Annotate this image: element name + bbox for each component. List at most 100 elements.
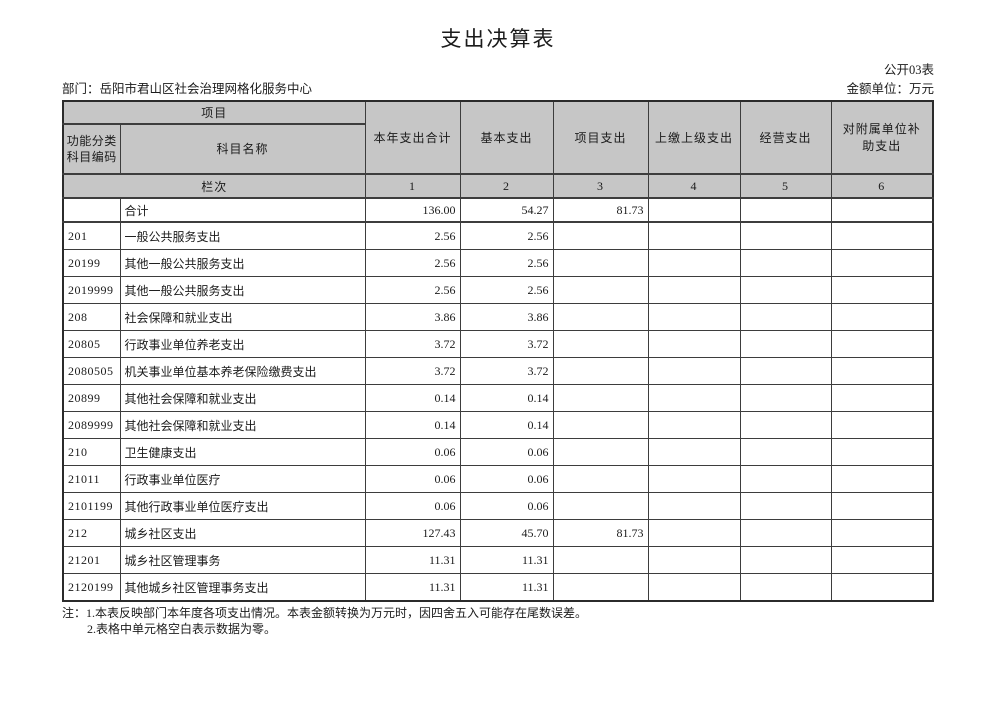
cell-amount: 2.56 [459, 221, 554, 250]
cell-amount [647, 546, 741, 574]
note-line: 2.表格中单元格空白表示数据为零。 [87, 621, 277, 636]
table-code: 公开03表 [883, 63, 934, 77]
cell-amount: 0.06 [459, 492, 554, 520]
cell-amount [830, 249, 934, 277]
cell-amount: 3.86 [459, 303, 554, 331]
cell-subject-name: 行政事业单位养老支出 [119, 330, 366, 358]
cell-amount [647, 197, 741, 223]
table-row: 2080505 机关事业单位基本养老保险缴费支出 3.72 3.72 [62, 357, 934, 385]
cell-amount: 3.72 [459, 357, 554, 385]
table-row: 201 一般公共服务支出 2.56 2.56 [62, 221, 934, 250]
document-page: 支出决算表 公开03表 部门：岳阳市君山区社会治理网格化服务中心 金额单位：万元… [62, 27, 935, 637]
table-row: 2101199 其他行政事业单位医疗支出 0.06 0.06 [62, 492, 934, 520]
cell-function-code: 212 [62, 519, 121, 547]
cell-amount [830, 492, 934, 520]
cell-amount [739, 249, 832, 277]
cell-amount [647, 276, 741, 304]
header-project-group: 项目 [62, 100, 366, 125]
cell-amount [830, 276, 934, 304]
cell-subject-name: 卫生健康支出 [119, 438, 366, 466]
cell-amount [739, 357, 832, 385]
cell-function-code: 20805 [62, 330, 121, 358]
table-row: 208 社会保障和就业支出 3.86 3.86 [62, 303, 934, 331]
cell-amount: 0.14 [459, 384, 554, 412]
cell-amount: 3.72 [364, 357, 461, 385]
cell-amount: 0.06 [459, 465, 554, 493]
header-col-basic: 基本支出 [459, 100, 554, 175]
cell-amount: 0.06 [364, 438, 461, 466]
meta-row: 部门：岳阳市君山区社会治理网格化服务中心 金额单位：万元 [62, 82, 934, 97]
cell-amount: 11.31 [364, 573, 461, 602]
cell-amount: 11.31 [459, 573, 554, 602]
cell-subject-name: 机关事业单位基本养老保险缴费支出 [119, 357, 366, 385]
cell-amount [552, 249, 649, 277]
cell-amount [739, 438, 832, 466]
table-row: 20805 行政事业单位养老支出 3.72 3.72 [62, 330, 934, 358]
cell-amount [830, 465, 934, 493]
cell-function-code: 208 [62, 303, 121, 331]
cell-amount [830, 221, 934, 250]
cell-amount [830, 411, 934, 439]
cell-function-code: 2101199 [62, 492, 121, 520]
cell-amount [830, 546, 934, 574]
header-col-total: 本年支出合计 [364, 100, 461, 175]
header-colnum-5: 5 [739, 173, 832, 199]
cell-amount [647, 492, 741, 520]
cell-amount [830, 573, 934, 602]
notes-block: 注：1.本表反映部门本年度各项支出情况。本表金额转换为万元时，因四舍五入可能存在… [62, 606, 934, 637]
cell-amount: 81.73 [552, 519, 649, 547]
cell-function-code: 20199 [62, 249, 121, 277]
table-row: 210 卫生健康支出 0.06 0.06 [62, 438, 934, 466]
cell-amount [552, 303, 649, 331]
cell-amount [739, 411, 832, 439]
cell-amount [647, 330, 741, 358]
table-row: 212 城乡社区支出 127.43 45.70 81.73 [62, 519, 934, 547]
cell-amount: 2.56 [364, 276, 461, 304]
cell-amount [552, 384, 649, 412]
cell-amount: 0.14 [459, 411, 554, 439]
cell-amount [552, 330, 649, 358]
cell-amount [739, 465, 832, 493]
cell-subject-name: 其他城乡社区管理事务支出 [119, 573, 366, 602]
table-row: 20199 其他一般公共服务支出 2.56 2.56 [62, 249, 934, 277]
cell-amount [552, 276, 649, 304]
cell-amount [647, 221, 741, 250]
cell-function-code: 2120199 [62, 573, 121, 602]
cell-function-code: 2019999 [62, 276, 121, 304]
cell-amount [739, 197, 832, 223]
header-colnum-2: 2 [459, 173, 554, 199]
cell-subject-name: 社会保障和就业支出 [119, 303, 366, 331]
cell-amount: 0.06 [364, 492, 461, 520]
cell-amount [739, 303, 832, 331]
cell-amount [830, 519, 934, 547]
cell-function-code [62, 197, 121, 223]
cell-amount [552, 357, 649, 385]
cell-amount [647, 573, 741, 602]
cell-amount [552, 573, 649, 602]
cell-subject-name: 合计 [119, 197, 366, 223]
cell-subject-name: 其他社会保障和就业支出 [119, 384, 366, 412]
header-col-subsidy: 对附属单位补助支出 [830, 100, 934, 175]
page-title: 支出决算表 [440, 27, 556, 51]
cell-amount: 3.86 [364, 303, 461, 331]
cell-amount [552, 465, 649, 493]
header-code: 功能分类 科目编码 [62, 123, 121, 175]
cell-amount [552, 221, 649, 250]
table-row: 20899 其他社会保障和就业支出 0.14 0.14 [62, 384, 934, 412]
header-col-upper: 上缴上级支出 [647, 100, 741, 175]
cell-amount [830, 330, 934, 358]
header-colnum-4: 4 [647, 173, 741, 199]
cell-amount [830, 303, 934, 331]
header-col-operating: 经营支出 [739, 100, 832, 175]
cell-amount [739, 492, 832, 520]
cell-amount [739, 330, 832, 358]
cell-amount: 127.43 [364, 519, 461, 547]
cell-subject-name: 一般公共服务支出 [119, 221, 366, 250]
cell-amount: 11.31 [364, 546, 461, 574]
cell-amount [830, 197, 934, 223]
cell-amount [739, 276, 832, 304]
cell-amount: 0.14 [364, 384, 461, 412]
cell-function-code: 21201 [62, 546, 121, 574]
cell-amount [552, 546, 649, 574]
header-col-project: 项目支出 [552, 100, 649, 175]
